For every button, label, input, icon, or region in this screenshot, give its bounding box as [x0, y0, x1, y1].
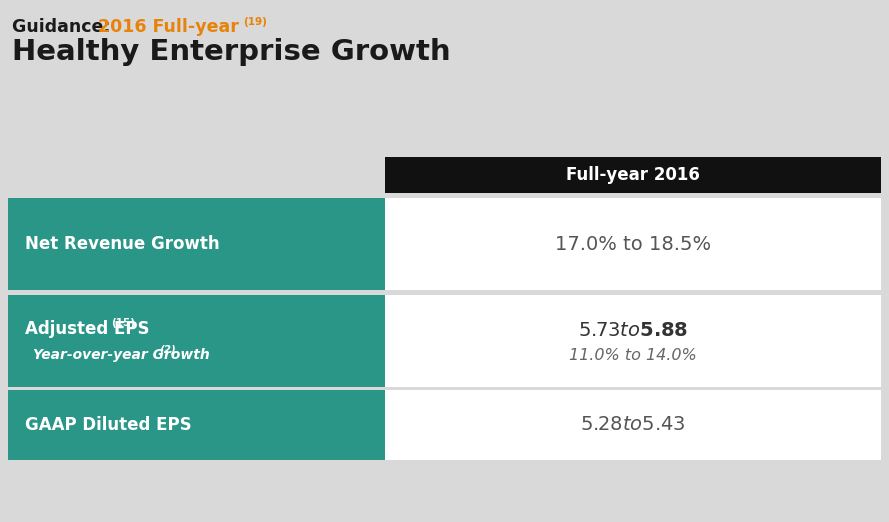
- Bar: [385, 295, 881, 387]
- Text: $5.73 to $5.88: $5.73 to $5.88: [578, 322, 688, 340]
- Text: 17.0% to 18.5%: 17.0% to 18.5%: [555, 234, 711, 254]
- Text: Net Revenue Growth: Net Revenue Growth: [25, 235, 220, 253]
- Bar: [8, 295, 385, 387]
- Text: (15): (15): [111, 318, 135, 328]
- Text: 2016 Full-year: 2016 Full-year: [98, 18, 239, 36]
- Text: (19): (19): [243, 17, 267, 27]
- Text: Adjusted EPS: Adjusted EPS: [25, 320, 149, 338]
- Text: Healthy Enterprise Growth: Healthy Enterprise Growth: [12, 38, 451, 66]
- Bar: [8, 390, 385, 460]
- Text: GAAP Diluted EPS: GAAP Diluted EPS: [25, 416, 192, 434]
- Bar: [8, 198, 385, 290]
- Text: Year-over-year Growth: Year-over-year Growth: [33, 348, 210, 362]
- Text: (2): (2): [159, 345, 176, 355]
- Bar: [385, 157, 881, 193]
- Bar: [385, 390, 881, 460]
- Text: $5.28 to $5.43: $5.28 to $5.43: [581, 416, 685, 434]
- Text: Guidance:: Guidance:: [12, 18, 116, 36]
- Text: Full-year 2016: Full-year 2016: [566, 166, 700, 184]
- Text: 11.0% to 14.0%: 11.0% to 14.0%: [569, 348, 697, 362]
- Bar: [385, 198, 881, 290]
